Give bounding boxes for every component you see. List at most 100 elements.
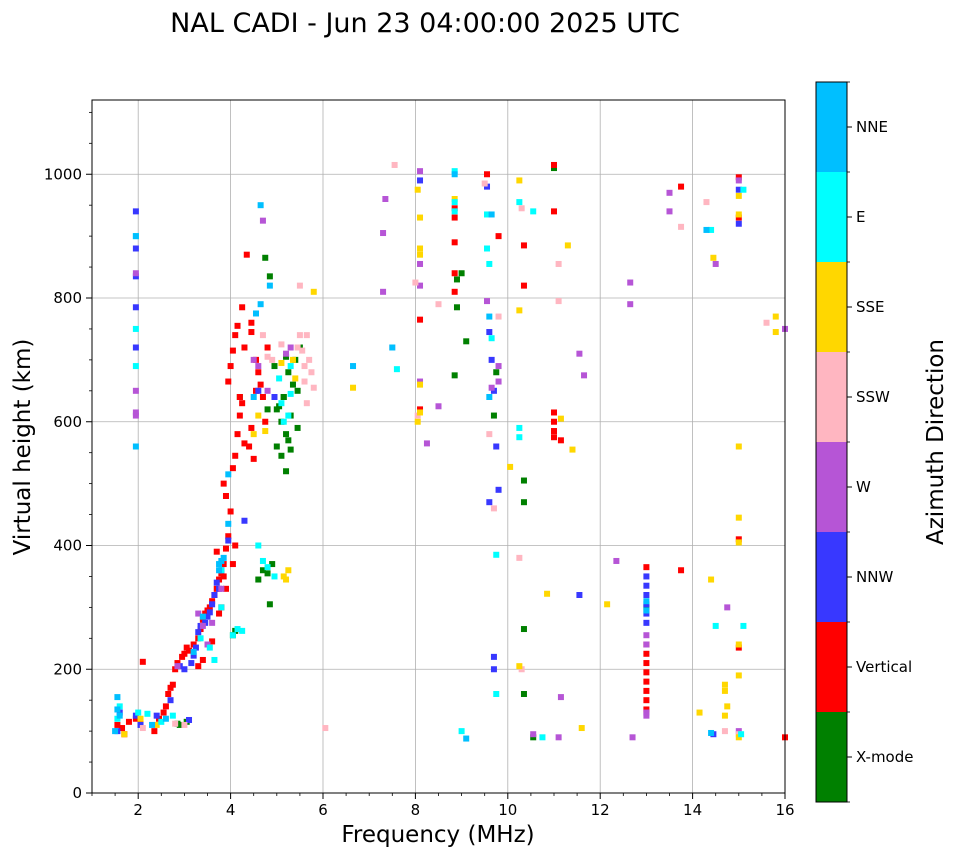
echo-point xyxy=(206,644,213,651)
echo-point xyxy=(735,644,742,651)
echo-point xyxy=(289,356,296,363)
echo-point xyxy=(735,186,742,193)
echo-point xyxy=(721,681,728,688)
echo-point xyxy=(158,718,165,725)
echo-point xyxy=(195,610,202,617)
echo-point xyxy=(393,366,400,373)
echo-point xyxy=(735,192,742,199)
echo-point xyxy=(643,592,650,598)
y-axis-label: Virtual height (km) xyxy=(10,339,36,556)
echo-point xyxy=(495,378,502,385)
echo-point xyxy=(417,245,424,252)
echo-point xyxy=(493,443,500,450)
echo-point xyxy=(490,505,497,512)
echo-point xyxy=(114,706,121,713)
echo-point xyxy=(488,211,495,218)
echo-point xyxy=(132,233,139,240)
echo-point xyxy=(216,567,223,574)
echo-point xyxy=(271,363,278,370)
echo-point xyxy=(259,394,266,400)
echo-point xyxy=(520,626,527,633)
echo-point xyxy=(259,332,266,339)
echo-point xyxy=(643,610,650,617)
echo-point xyxy=(262,428,269,435)
echo-point xyxy=(169,712,176,719)
echo-point xyxy=(518,666,525,673)
echo-point xyxy=(490,387,497,394)
echo-point xyxy=(218,585,225,592)
echo-point xyxy=(643,669,650,676)
plot-area: 2 4 6 8 10 12 14 16 0 200 400 600 800 1000 xyxy=(44,99,795,819)
colorbar-labels: X-mode Vertical NNW W SSW SSE E NNE xyxy=(847,81,913,803)
echo-point xyxy=(197,626,204,633)
echo-point xyxy=(255,369,262,376)
echo-point xyxy=(576,350,583,357)
echo-point xyxy=(412,279,419,286)
echo-point xyxy=(227,508,234,515)
echo-point xyxy=(220,561,227,568)
colorbar-tick-label: X-mode xyxy=(856,748,913,766)
echo-point xyxy=(202,610,209,617)
echo-point xyxy=(772,329,779,336)
echo-point xyxy=(735,641,742,648)
echo-point xyxy=(666,208,673,215)
echo-point xyxy=(280,394,287,400)
echo-point xyxy=(451,208,458,215)
echo-point xyxy=(289,381,296,388)
echo-point xyxy=(486,499,493,506)
echo-point xyxy=(451,214,458,221)
echo-point xyxy=(153,721,160,728)
colorbar-tick-label: SSE xyxy=(856,298,885,316)
echo-point xyxy=(199,622,206,629)
echo-point xyxy=(490,666,497,673)
echo-point xyxy=(186,647,193,654)
echo-point xyxy=(463,338,470,345)
echo-point xyxy=(551,161,557,168)
echo-point xyxy=(417,378,424,385)
colorbar-segment xyxy=(816,82,847,172)
echo-point xyxy=(264,353,271,360)
echo-point xyxy=(121,731,128,738)
echo-point xyxy=(266,601,273,608)
echo-point xyxy=(493,691,500,697)
echo-point xyxy=(199,613,206,620)
echo-point xyxy=(518,205,525,212)
echo-point xyxy=(740,622,747,629)
echo-point xyxy=(132,715,139,722)
echo-point xyxy=(232,332,239,339)
echo-point xyxy=(308,369,315,376)
echo-point xyxy=(132,387,139,394)
echo-point xyxy=(544,590,551,597)
echo-point xyxy=(211,592,218,598)
echo-point xyxy=(551,165,557,172)
echo-point xyxy=(678,183,685,190)
colorbar-tick-label: NNE xyxy=(856,118,888,136)
echo-point xyxy=(271,394,278,400)
echo-point xyxy=(174,663,181,670)
echo-point xyxy=(278,400,285,407)
y-tick-label: 1000 xyxy=(44,165,82,183)
echo-point xyxy=(132,712,139,719)
echo-point xyxy=(453,304,460,311)
echo-point xyxy=(190,648,197,655)
echo-point xyxy=(486,260,493,267)
echo-point xyxy=(116,703,123,710)
echo-point xyxy=(132,412,139,419)
echo-point xyxy=(435,403,442,410)
echo-point xyxy=(276,403,283,410)
echo-point xyxy=(278,452,285,459)
echo-point xyxy=(576,592,583,598)
echo-point xyxy=(269,356,276,363)
echo-point xyxy=(239,400,246,407)
echo-point xyxy=(555,298,562,305)
echo-point xyxy=(234,322,241,329)
echo-point xyxy=(495,313,502,320)
echo-point xyxy=(417,251,424,258)
echo-point xyxy=(132,273,139,280)
echo-point xyxy=(186,716,193,723)
echo-point xyxy=(643,641,650,648)
echo-point xyxy=(451,270,458,277)
echo-point xyxy=(627,301,634,308)
echo-point xyxy=(114,715,121,722)
echo-point xyxy=(721,728,728,735)
